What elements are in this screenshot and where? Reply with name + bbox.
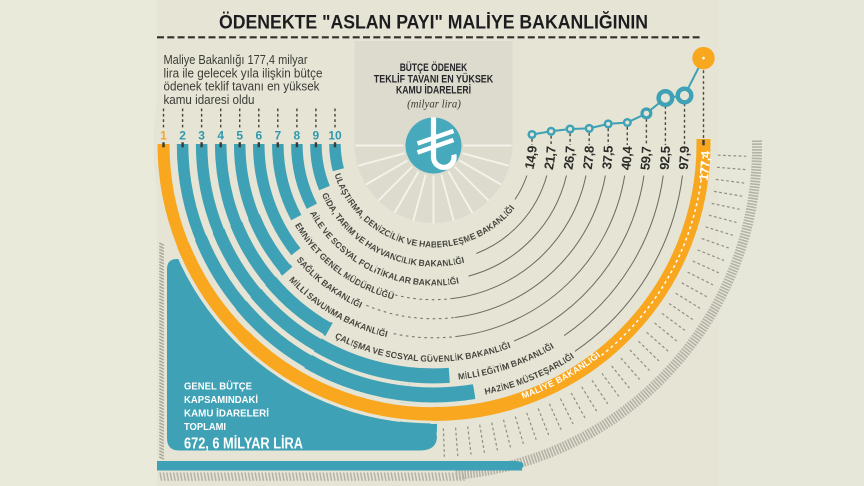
svg-text:14,9: 14,9 <box>522 145 540 170</box>
svg-text:59,7: 59,7 <box>637 146 654 171</box>
svg-text:26,7: 26,7 <box>560 146 577 171</box>
svg-text:KAMU İDARELERİ: KAMU İDARELERİ <box>184 407 269 420</box>
svg-text:lira ile gelecek yıla ilişkin: lira ile gelecek yıla ilişkin bütçe <box>164 65 323 80</box>
svg-text:37,5: 37,5 <box>599 146 616 171</box>
svg-text:GENEL BÜTÇE: GENEL BÜTÇE <box>184 380 252 393</box>
svg-text:5: 5 <box>236 129 243 143</box>
svg-text:92,5: 92,5 <box>657 146 673 171</box>
svg-text:BÜTÇE ÖDENEK: BÜTÇE ÖDENEK <box>400 61 468 74</box>
svg-text:KAPSAMINDAKİ: KAPSAMINDAKİ <box>184 393 258 406</box>
svg-text:TEKLİF TAVANI EN YÜKSEK: TEKLİF TAVANI EN YÜKSEK <box>374 72 494 85</box>
svg-text:(milyar lira): (milyar lira) <box>407 99 461 111</box>
svg-text:10: 10 <box>328 129 342 143</box>
svg-text:KAMU İDARELERİ: KAMU İDARELERİ <box>396 84 471 97</box>
svg-text:ÖDENEKTE "ASLAN PAYI" MALİYE B: ÖDENEKTE "ASLAN PAYI" MALİYE BAKANLIĞINI… <box>219 11 648 34</box>
svg-text:2: 2 <box>179 129 186 143</box>
svg-text:ödenek teklif tavanı en yüksek: ödenek teklif tavanı en yüksek <box>164 79 320 94</box>
svg-text:21,7: 21,7 <box>541 146 559 171</box>
svg-text:177,4: 177,4 <box>697 151 713 182</box>
svg-text:6: 6 <box>255 129 262 143</box>
svg-text:Maliye Bakanlığı 177,4 milyar: Maliye Bakanlığı 177,4 milyar <box>164 52 309 67</box>
svg-text:27,8: 27,8 <box>580 146 597 171</box>
svg-text:3: 3 <box>198 129 205 143</box>
svg-text:40,4: 40,4 <box>618 145 635 171</box>
svg-text:97,9: 97,9 <box>676 146 692 170</box>
svg-text:9: 9 <box>313 129 320 143</box>
svg-text:672, 6 MİLYAR LİRA: 672, 6 MİLYAR LİRA <box>184 435 303 453</box>
svg-text:8: 8 <box>294 129 301 143</box>
svg-text:7: 7 <box>274 129 281 143</box>
svg-text:TOPLAMI: TOPLAMI <box>184 422 226 433</box>
svg-text:kamu idaresi oldu: kamu idaresi oldu <box>164 92 255 107</box>
svg-text:4: 4 <box>217 129 224 143</box>
svg-text:1: 1 <box>160 129 167 143</box>
